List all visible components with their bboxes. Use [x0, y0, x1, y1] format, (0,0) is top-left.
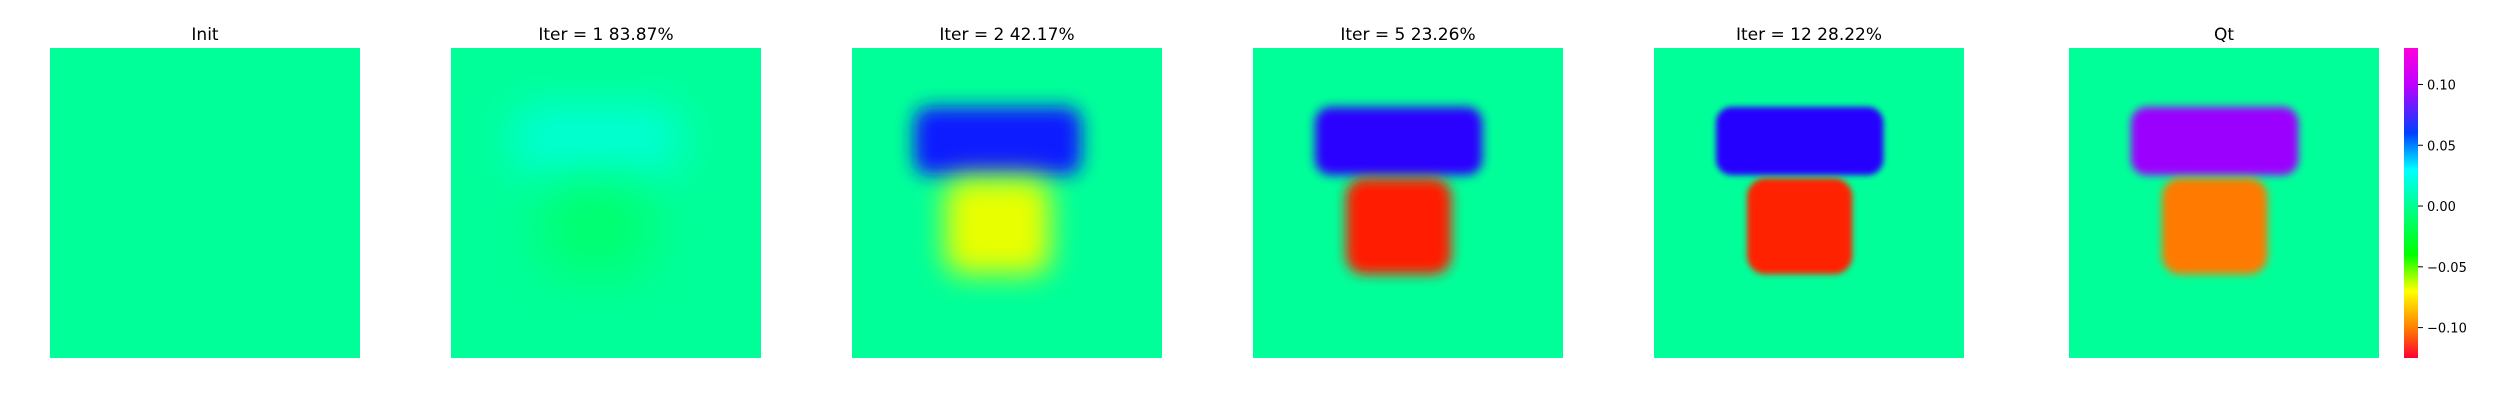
heatmap-panel: Iter = 5 23.26% [1253, 25, 1563, 358]
panel-title: Iter = 2 42.17% [939, 25, 1074, 45]
heatmap-panel: Init [50, 25, 360, 358]
panel-title: Qt [2214, 25, 2234, 45]
colorbar-tick-label: 0.00 [2427, 200, 2456, 215]
bottom-block-region [1747, 178, 1853, 275]
panel-title: Iter = 1 83.87% [538, 25, 673, 45]
bottom-block-region [544, 178, 650, 275]
top-block-region [1315, 106, 1483, 176]
colorbar-tick-label: 0.10 [2427, 78, 2456, 93]
panel-title: Init [191, 25, 219, 45]
panel-title: Iter = 5 23.26% [1340, 25, 1475, 45]
colorbar-gradient [2404, 48, 2418, 358]
bottom-block-region [2162, 178, 2268, 275]
heatmap-background [50, 48, 360, 358]
colorbar-tick-label: 0.05 [2427, 139, 2456, 154]
bottom-block-region [945, 178, 1051, 275]
colorbar-tick-label: −0.05 [2427, 261, 2467, 276]
heatmap-panel: Iter = 12 28.22% [1654, 25, 1964, 358]
colorbar: 0.10 0.05 0.00 −0.05 −0.10 [2404, 48, 2467, 358]
top-block-region [2131, 106, 2299, 176]
heatmap-panel: Iter = 2 42.17% [852, 25, 1162, 358]
colorbar-tick-label: −0.10 [2427, 322, 2467, 337]
panel-title: Iter = 12 28.22% [1736, 25, 1882, 45]
heatmap-panels: Init Iter = 1 83.87% Iter = 2 42.17% Iter =… [50, 25, 2379, 358]
heatmap-panel: Iter = 1 83.87% [451, 25, 761, 358]
bottom-block-region [1346, 178, 1452, 275]
top-block-region [513, 106, 681, 176]
top-block-region [1716, 106, 1884, 176]
top-block-region [914, 106, 1082, 176]
heatmap-panel: Qt [2069, 25, 2379, 358]
